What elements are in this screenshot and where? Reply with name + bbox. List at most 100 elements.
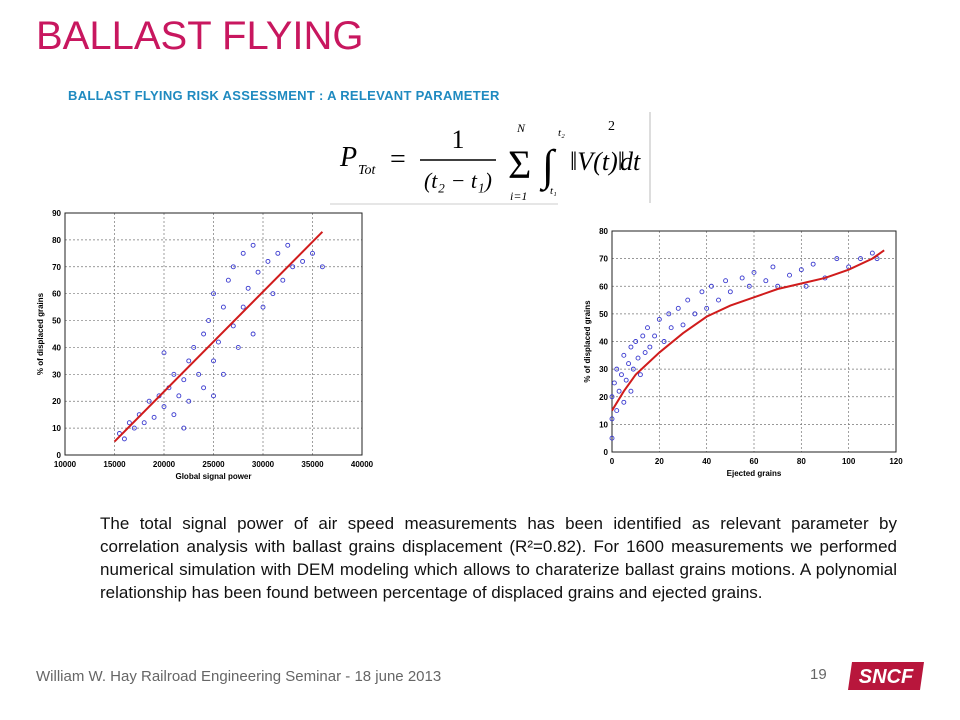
formula-body: ‖V(t)‖ — [570, 147, 625, 176]
data-point — [131, 425, 137, 431]
data-point — [211, 393, 216, 399]
footer-credit: William W. Hay Railroad Engineering Semi… — [36, 668, 442, 685]
data-point — [201, 331, 207, 337]
data-point — [176, 393, 182, 399]
data-point — [770, 264, 776, 270]
x-tick-label: 60 — [750, 457, 759, 466]
data-point — [310, 250, 315, 256]
data-point — [668, 325, 674, 331]
x-tick-label: 100 — [842, 457, 856, 466]
x-tick-label: 40000 — [351, 460, 374, 469]
y-tick-label: 50 — [599, 310, 608, 319]
y-tick-label: 60 — [599, 282, 608, 291]
data-point — [640, 333, 646, 339]
data-point — [739, 275, 745, 281]
data-point — [630, 366, 636, 372]
data-point — [626, 361, 632, 367]
data-point — [245, 285, 251, 291]
data-point — [186, 358, 192, 364]
data-point — [611, 380, 617, 386]
data-point — [628, 344, 634, 350]
body-text: The total signal power of air speed meas… — [100, 514, 897, 602]
data-point — [290, 264, 296, 270]
data-point — [121, 436, 127, 442]
data-point — [637, 372, 643, 378]
formula-integral: ∫ — [539, 141, 557, 192]
data-point — [201, 385, 207, 391]
y-tick-label: 30 — [52, 370, 61, 379]
data-point — [235, 344, 241, 350]
x-tick-label: 80 — [797, 457, 806, 466]
data-point — [609, 416, 615, 422]
data-point — [708, 283, 714, 289]
formula-power: 2 — [608, 119, 615, 134]
formula-lhs-sub: Tot — [358, 163, 377, 178]
data-point — [260, 304, 266, 310]
data-point — [196, 371, 202, 377]
formula-equals: = — [390, 144, 406, 175]
logo: SNCF — [848, 662, 924, 690]
x-axis-label: Ejected grains — [727, 469, 782, 478]
y-tick-label: 40 — [599, 338, 608, 347]
data-point — [240, 304, 246, 310]
data-point — [191, 344, 197, 350]
data-point — [215, 339, 221, 345]
data-point — [225, 277, 231, 283]
data-point — [623, 377, 629, 383]
formula-denominator: (t₂ − t₁) — [424, 168, 492, 193]
data-point — [161, 404, 167, 410]
data-point — [751, 269, 757, 275]
data-point — [250, 242, 256, 248]
data-point — [621, 399, 627, 405]
data-point — [211, 358, 216, 364]
data-point — [633, 339, 639, 344]
data-point — [716, 297, 721, 303]
data-point — [628, 388, 634, 394]
data-point — [661, 339, 667, 344]
x-tick-label: 35000 — [301, 460, 324, 469]
data-point — [151, 414, 157, 420]
x-tick-label: 30000 — [252, 460, 275, 469]
data-point — [834, 256, 840, 262]
logo-shape — [848, 662, 924, 690]
y-tick-label: 10 — [52, 424, 61, 433]
data-point — [616, 388, 622, 394]
data-point — [635, 355, 641, 361]
x-tick-label: 120 — [889, 457, 903, 466]
data-point — [230, 323, 236, 329]
data-point — [656, 316, 662, 322]
data-point — [285, 242, 291, 248]
data-point — [280, 277, 286, 283]
data-point — [869, 250, 875, 256]
data-point — [250, 331, 256, 337]
formula-sum-upper: N — [516, 121, 526, 135]
x-tick-label: 15000 — [103, 460, 126, 469]
data-point — [609, 394, 615, 400]
data-point — [874, 256, 880, 262]
fit-line — [611, 249, 885, 412]
data-point — [230, 264, 236, 270]
data-point — [642, 350, 648, 355]
data-point — [181, 425, 187, 431]
data-point — [666, 311, 672, 317]
formula-sum-lower: i=1 — [510, 189, 527, 203]
y-tick-label: 70 — [599, 255, 608, 264]
subtitle: BALLAST FLYING RISK ASSESSMENT : A RELEV… — [68, 88, 500, 103]
data-point — [240, 250, 246, 256]
formula-int-upper: t₂ — [558, 127, 565, 139]
data-point — [220, 371, 226, 377]
data-point — [692, 311, 698, 317]
data-point — [171, 371, 177, 377]
data-point — [645, 325, 650, 331]
x-tick-label: 10000 — [54, 460, 77, 469]
data-point — [787, 272, 792, 278]
data-point — [319, 264, 325, 270]
plot-frame — [64, 212, 363, 456]
data-point — [126, 420, 132, 426]
formula-sum: Σ — [508, 142, 531, 187]
data-point — [763, 278, 769, 284]
y-tick-label: 20 — [52, 397, 61, 406]
data-point — [146, 398, 152, 404]
